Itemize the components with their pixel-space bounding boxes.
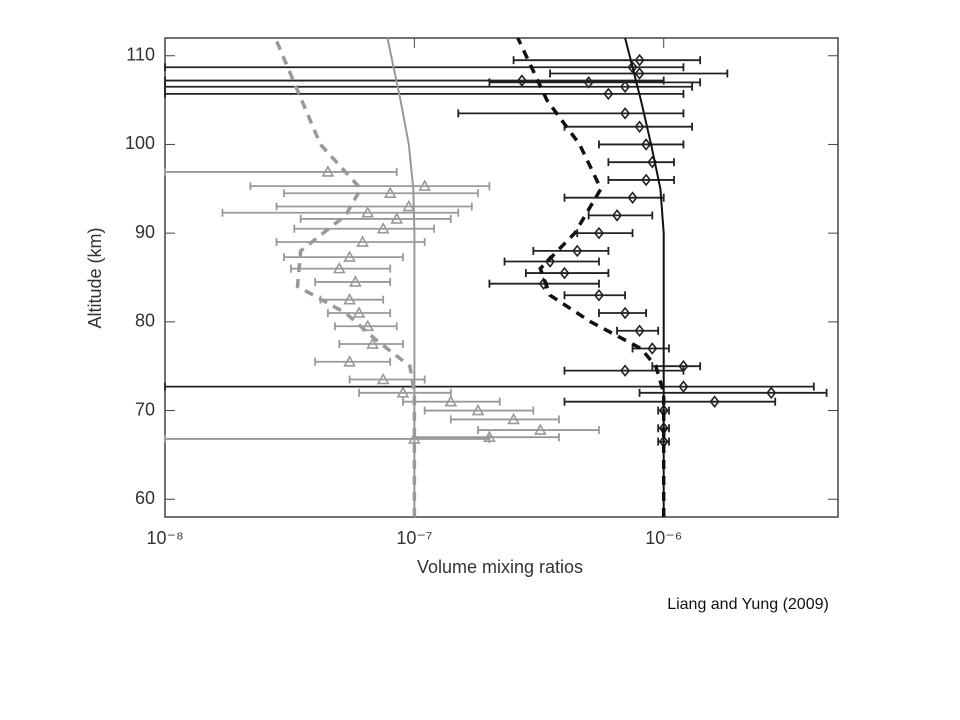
diamond-marker [620, 364, 631, 377]
diamond-marker [634, 67, 645, 80]
diamond-marker [612, 209, 623, 222]
diamond-marker [647, 342, 658, 355]
triangle-marker [321, 165, 335, 177]
diamond-marker [516, 74, 527, 87]
diamond-marker [559, 266, 570, 280]
diamond-marker [634, 53, 645, 67]
diamond-marker [593, 288, 604, 302]
model-curve [273, 37, 417, 517]
diamond-marker [603, 87, 614, 101]
triangle-marker [533, 423, 547, 435]
y-tick-label: 90 [135, 222, 155, 242]
triangle-marker [343, 355, 356, 367]
diamond-marker [641, 173, 652, 187]
diamond-marker [620, 107, 631, 120]
triangle-marker [343, 250, 356, 262]
y-tick-label: 70 [135, 399, 155, 419]
triangle-marker [471, 403, 485, 416]
triangle-marker [390, 212, 404, 224]
diamond-marker [627, 191, 638, 204]
triangle-marker [349, 275, 362, 287]
triangle-marker [361, 206, 375, 218]
model-curve [624, 37, 665, 517]
diamond-marker [766, 386, 777, 400]
diamond-marker [627, 60, 638, 74]
x-tick-label: 10⁻⁷ [396, 528, 432, 548]
triangle-marker [352, 306, 366, 318]
x-tick-label: 10⁻⁸ [146, 528, 183, 548]
diamond-marker [593, 226, 604, 240]
triangle-marker [396, 386, 410, 398]
diamond-marker [620, 306, 631, 320]
y-axis-label: Altitude (km) [85, 227, 105, 328]
plot-frame [164, 37, 839, 518]
diamond-marker [709, 395, 720, 408]
triangle-marker [366, 337, 379, 349]
diamond-marker [572, 244, 583, 258]
triangle-marker [418, 179, 432, 191]
diamond-marker [641, 138, 652, 151]
diamond-marker [678, 380, 689, 393]
triangle-marker [376, 222, 390, 234]
x-axis-label: Volume mixing ratios [417, 557, 583, 577]
triangle-marker [356, 235, 369, 247]
triangle-marker [376, 372, 390, 385]
triangle-marker [507, 412, 520, 425]
model-curve [386, 37, 416, 517]
triangle-marker [383, 186, 397, 199]
y-tick-label: 60 [135, 488, 155, 508]
y-tick-label: 80 [135, 311, 155, 331]
caption: Liang and Yung (2009) [667, 596, 829, 613]
triangle-marker [361, 319, 375, 332]
triangle-marker [343, 293, 356, 305]
model-curve [516, 37, 666, 517]
y-tick-label: 100 [125, 133, 155, 153]
x-tick-label: 10⁻⁶ [645, 528, 682, 548]
diamond-marker [620, 80, 631, 94]
diamond-marker [634, 324, 645, 338]
diamond-marker [634, 120, 645, 133]
y-tick-label: 110 [126, 44, 155, 64]
triangle-marker [444, 395, 458, 407]
triangle-marker [332, 261, 346, 274]
triangle-marker [402, 199, 416, 212]
